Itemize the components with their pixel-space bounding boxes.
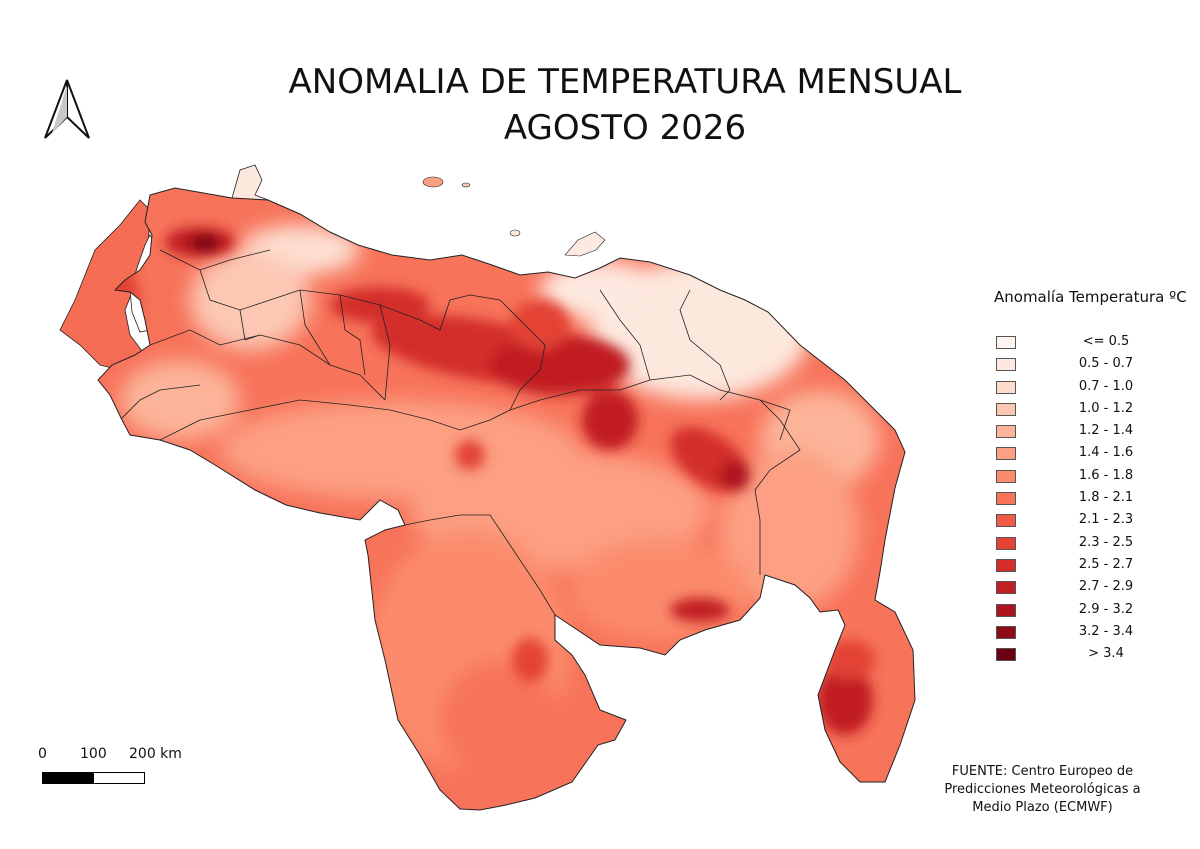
- legend-item: 2.7 - 2.9: [994, 579, 1194, 601]
- legend-item: 1.6 - 1.8: [994, 468, 1194, 490]
- legend-label: 2.7 - 2.9: [1078, 579, 1134, 595]
- legend-swatch: [996, 469, 1016, 483]
- legend-item: 2.3 - 2.5: [994, 535, 1194, 557]
- legend-item: 0.7 - 1.0: [994, 379, 1194, 401]
- source-note: FUENTE: Centro Europeo de Predicciones M…: [935, 763, 1150, 817]
- scale-segment-black: [42, 772, 94, 784]
- legend-label: 1.8 - 2.1: [1078, 490, 1134, 506]
- legend-swatch: [996, 447, 1016, 461]
- legend-swatch: [996, 514, 1016, 528]
- legend-item: <= 0.5: [994, 334, 1194, 356]
- legend-label: 3.2 - 3.4: [1078, 623, 1134, 639]
- legend-item: 1.8 - 2.1: [994, 490, 1194, 512]
- legend-label: 2.3 - 2.5: [1078, 534, 1134, 550]
- scale-segment-white: [93, 772, 145, 784]
- legend-label: 1.0 - 1.2: [1078, 400, 1134, 416]
- legend-item: 3.2 - 3.4: [994, 624, 1194, 646]
- legend-item: 2.1 - 2.3: [994, 512, 1194, 534]
- legend-item: 1.0 - 1.2: [994, 401, 1194, 423]
- scale-label-100: 100: [80, 746, 107, 762]
- legend-swatch: [996, 648, 1016, 662]
- legend-swatch: [996, 558, 1016, 572]
- scale-label-200: 200 km: [129, 746, 182, 762]
- legend-swatch: [996, 603, 1016, 617]
- margarita-island: [564, 231, 606, 257]
- legend-label: > 3.4: [1088, 646, 1124, 662]
- source-line3: Medio Plazo (ECMWF): [972, 800, 1113, 815]
- legend-swatch: [996, 336, 1016, 349]
- legend-item: > 3.4: [994, 646, 1194, 668]
- legend-label: 0.7 - 1.0: [1078, 378, 1134, 394]
- scale-bar: 0 100 200 km: [38, 746, 208, 796]
- legend-label: 2.5 - 2.7: [1078, 556, 1134, 572]
- legend-swatch: [996, 492, 1016, 506]
- legend-label: 1.4 - 1.6: [1078, 445, 1134, 461]
- scale-label-0: 0: [38, 746, 47, 762]
- legend-swatch: [996, 536, 1016, 550]
- legend-label: 2.9 - 3.2: [1078, 601, 1134, 617]
- legend-swatch: [996, 581, 1016, 595]
- island-2: [461, 182, 471, 188]
- legend-item: 2.5 - 2.7: [994, 557, 1194, 579]
- map-title-line2: AGOSTO 2026: [503, 108, 747, 148]
- legend-label: 2.1 - 2.3: [1078, 512, 1134, 528]
- legend-label: 0.5 - 0.7: [1078, 356, 1134, 372]
- legend-title: Anomalía Temperatura ºC: [994, 288, 1187, 306]
- map-title-line1: ANOMALIA DE TEMPERATURA MENSUAL: [288, 62, 962, 102]
- legend-swatch: [996, 380, 1016, 394]
- source-line1: FUENTE: Centro Europeo de: [951, 764, 1134, 779]
- legend-label: 1.2 - 1.4: [1078, 423, 1134, 439]
- legend-item: 1.4 - 1.6: [994, 445, 1194, 467]
- legend-swatch: [996, 625, 1016, 639]
- island-4: [509, 229, 521, 237]
- island-1: [422, 176, 444, 188]
- legend-swatch: [996, 402, 1016, 416]
- source-line2: Predicciones Meteorológicas a: [944, 782, 1141, 797]
- legend-swatch: [996, 425, 1016, 439]
- legend: Anomalía Temperatura ºC <= 0.5 0.5 - 0.7 0…: [994, 288, 1194, 668]
- legend-label: <= 0.5: [1082, 334, 1130, 349]
- legend-item: 0.5 - 0.7: [994, 356, 1194, 378]
- legend-label: 1.6 - 1.8: [1078, 467, 1134, 483]
- legend-item: 2.9 - 3.2: [994, 602, 1194, 624]
- legend-item: 1.2 - 1.4: [994, 423, 1194, 445]
- north-arrow-icon: [44, 79, 90, 139]
- legend-swatch: [996, 358, 1016, 372]
